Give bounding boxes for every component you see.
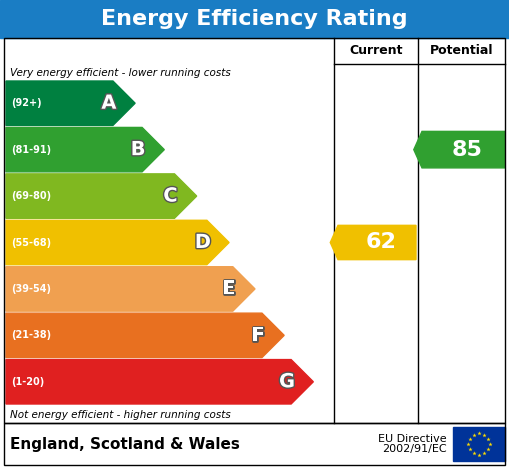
Text: EU Directive: EU Directive: [378, 434, 447, 444]
Text: Potential: Potential: [430, 44, 493, 57]
Polygon shape: [6, 220, 229, 265]
Text: 2002/91/EC: 2002/91/EC: [382, 444, 447, 454]
Text: E: E: [222, 279, 236, 298]
Text: Very energy efficient - lower running costs: Very energy efficient - lower running co…: [10, 68, 231, 78]
Polygon shape: [6, 313, 284, 358]
Text: (39-54): (39-54): [11, 284, 51, 294]
Text: B: B: [131, 140, 146, 159]
Polygon shape: [6, 267, 255, 311]
Text: D: D: [195, 233, 211, 252]
Text: (21-38): (21-38): [11, 330, 51, 340]
Text: (69-80): (69-80): [11, 191, 51, 201]
Text: C: C: [163, 187, 178, 205]
Text: 85: 85: [452, 140, 483, 160]
Text: Energy Efficiency Rating: Energy Efficiency Rating: [101, 9, 408, 29]
Polygon shape: [330, 226, 416, 260]
Text: (1-20): (1-20): [11, 377, 44, 387]
Bar: [4, 423, 505, 465]
Text: A: A: [101, 94, 117, 113]
Text: England, Scotland & Wales: England, Scotland & Wales: [10, 437, 240, 452]
Text: Current: Current: [349, 44, 403, 57]
Bar: [4, 38, 505, 423]
Text: Not energy efficient - higher running costs: Not energy efficient - higher running co…: [10, 410, 231, 419]
Text: G: G: [279, 372, 295, 391]
Bar: [453, 427, 505, 461]
Bar: [0, 0, 509, 38]
Text: F: F: [251, 326, 265, 345]
Polygon shape: [6, 360, 314, 404]
Polygon shape: [6, 174, 196, 218]
Text: (92+): (92+): [11, 98, 42, 108]
Text: (55-68): (55-68): [11, 238, 51, 248]
Polygon shape: [6, 127, 164, 172]
Text: (81-91): (81-91): [11, 145, 51, 155]
Polygon shape: [414, 131, 505, 168]
Polygon shape: [6, 81, 135, 126]
Text: 62: 62: [365, 233, 397, 253]
